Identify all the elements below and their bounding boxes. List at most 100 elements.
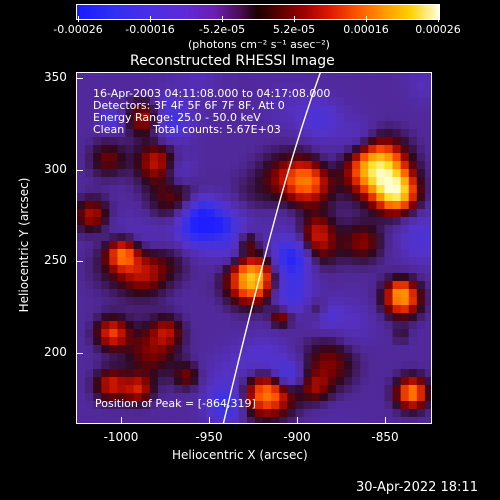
heatmap-cell xyxy=(230,353,240,362)
heatmap-cell xyxy=(198,97,208,106)
heatmap-cell xyxy=(344,281,353,290)
heatmap-cell xyxy=(368,201,377,210)
heatmap-cell xyxy=(279,345,288,354)
heatmap-cell xyxy=(222,153,232,162)
heatmap-cell xyxy=(190,81,199,90)
heatmap-cell xyxy=(287,185,297,194)
heatmap-cell xyxy=(319,297,329,306)
heatmap-cell xyxy=(157,297,167,306)
heatmap-cell xyxy=(214,385,224,394)
heatmap-cell xyxy=(424,401,431,410)
heatmap-cell xyxy=(190,273,199,282)
heatmap-cell xyxy=(303,393,313,402)
y-tick-mark xyxy=(76,261,83,262)
heatmap-cell xyxy=(174,361,183,370)
heatmap-cell xyxy=(109,209,119,218)
heatmap-cell xyxy=(263,393,272,402)
heatmap-cell xyxy=(408,249,418,258)
heatmap-cell xyxy=(141,273,151,282)
heatmap-cell xyxy=(157,409,167,418)
heatmap-cell xyxy=(125,161,135,170)
heatmap-cell xyxy=(279,217,288,226)
heatmap-cell xyxy=(424,249,431,258)
heatmap-cell xyxy=(93,297,102,306)
heatmap-cell xyxy=(319,193,329,202)
heatmap-cell xyxy=(400,337,410,346)
heatmap-cell xyxy=(271,113,280,122)
heatmap-cell xyxy=(222,337,232,346)
heatmap-cell xyxy=(327,249,337,258)
heatmap-cell xyxy=(214,73,224,82)
heatmap-cell xyxy=(85,113,94,122)
heatmap-cell xyxy=(376,417,386,423)
heatmap-cell xyxy=(77,249,86,258)
heatmap-cell xyxy=(246,417,256,423)
heatmap-cell xyxy=(408,417,418,423)
heatmap-cell xyxy=(222,73,232,82)
heatmap-cell xyxy=(85,209,94,218)
heatmap-cell xyxy=(133,105,143,114)
heatmap-cell xyxy=(246,161,256,170)
heatmap-cell xyxy=(287,161,297,170)
heatmap-cell xyxy=(335,265,345,274)
heatmap-cell xyxy=(238,417,248,423)
heatmap-cell xyxy=(157,385,167,394)
heatmap-cell xyxy=(408,345,418,354)
heatmap-cell xyxy=(230,193,240,202)
heatmap-cell xyxy=(182,409,191,418)
heatmap-cell xyxy=(384,345,394,354)
heatmap-cell xyxy=(238,329,248,338)
heatmap-cell xyxy=(400,297,410,306)
heatmap-cell xyxy=(376,201,386,210)
heatmap-cell xyxy=(109,353,119,362)
heatmap-cell xyxy=(400,345,410,354)
heatmap-cell xyxy=(174,177,183,186)
heatmap-cell xyxy=(182,305,191,314)
heatmap-cell xyxy=(368,321,377,330)
heatmap-cell xyxy=(206,233,216,242)
heatmap-cell xyxy=(117,409,127,418)
heatmap-cell xyxy=(101,217,110,226)
heatmap-cell xyxy=(295,329,305,338)
heatmap-cell xyxy=(400,329,410,338)
heatmap-cell xyxy=(255,225,264,234)
heatmap-cell xyxy=(133,73,143,82)
heatmap-cell xyxy=(238,97,248,106)
heatmap-cell xyxy=(93,105,102,114)
heatmap-cell xyxy=(125,153,135,162)
heatmap-cell xyxy=(117,193,127,202)
heatmap-cell xyxy=(327,337,337,346)
heatmap-cell xyxy=(206,289,216,298)
heatmap-cell xyxy=(327,185,337,194)
heatmap-cell xyxy=(424,297,431,306)
heatmap-cell xyxy=(416,377,426,386)
heatmap-cell xyxy=(149,377,159,386)
x-tick-mark xyxy=(209,417,210,424)
heatmap-cell xyxy=(222,329,232,338)
heatmap-cell xyxy=(400,241,410,250)
heatmap-cell xyxy=(335,345,345,354)
heatmap-cell xyxy=(392,377,402,386)
heatmap-cell xyxy=(400,113,410,122)
heatmap-cell xyxy=(303,297,313,306)
heatmap-cell xyxy=(303,73,313,82)
heatmap-cell xyxy=(141,241,151,250)
heatmap-cell xyxy=(319,161,329,170)
heatmap-cell xyxy=(109,377,119,386)
heatmap-cell xyxy=(392,369,402,378)
heatmap-cell xyxy=(311,177,321,186)
heatmap-cell xyxy=(360,297,369,306)
heatmap-cell xyxy=(198,153,208,162)
heatmap-cell xyxy=(327,233,337,242)
heatmap-cell xyxy=(133,97,143,106)
heatmap-cell xyxy=(174,121,183,130)
heatmap-cell xyxy=(376,385,386,394)
heatmap-cell xyxy=(141,153,151,162)
heatmap-cell xyxy=(408,145,418,154)
heatmap-cell xyxy=(368,137,377,146)
heatmap-cell xyxy=(416,145,426,154)
heatmap-cell xyxy=(222,249,232,258)
heatmap-cell xyxy=(255,393,264,402)
heatmap-cell xyxy=(424,361,431,370)
heatmap-cell xyxy=(117,153,127,162)
